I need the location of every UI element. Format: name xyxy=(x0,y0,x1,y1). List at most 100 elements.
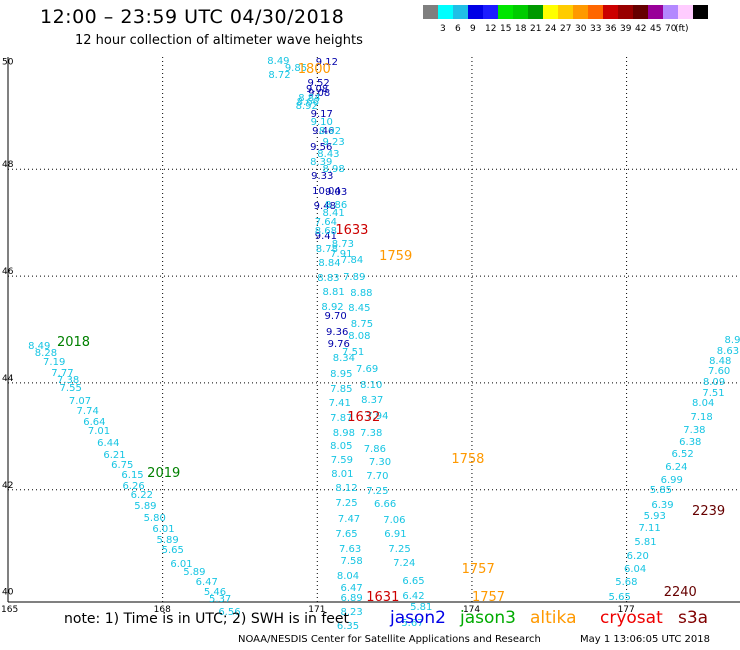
legend-tick-label: 39 xyxy=(620,24,632,34)
wave-height-value: 6.66 xyxy=(374,498,397,510)
wave-height-value: 8.10 xyxy=(360,379,383,391)
wave-height-value: 6.47 xyxy=(195,576,218,588)
legend-swatch xyxy=(633,5,648,19)
pass-time-label: 1757 xyxy=(461,561,495,577)
pass-time-label: 2240 xyxy=(663,584,697,600)
wave-height-value: 6.56 xyxy=(218,606,241,618)
wave-height-value: 6.01 xyxy=(152,523,175,535)
wave-height-value: 7.30 xyxy=(368,456,392,468)
legend-swatch xyxy=(618,5,633,19)
wave-height-value: 7.25 xyxy=(366,486,389,498)
legend-swatch xyxy=(558,5,573,19)
wave-height-value: 7.87 xyxy=(330,412,353,424)
lon-tick-label: 171 xyxy=(308,605,325,615)
wave-height-value: 9.08 xyxy=(308,87,331,99)
wave-height-value: 8.23 xyxy=(340,606,363,618)
wave-height-value: 8.98 xyxy=(322,163,345,175)
legend-tick-label: 3 xyxy=(440,24,446,34)
wave-height-value: 7.63 xyxy=(338,543,362,555)
wave-height-value: 6.89 xyxy=(340,593,363,605)
legend-swatch xyxy=(573,5,588,19)
wave-height-value: 5.80 xyxy=(143,513,166,525)
wave-height-value: 8.98 xyxy=(332,427,356,439)
wave-height-value: 6.22 xyxy=(130,490,153,502)
wave-height-value: 8.92 xyxy=(321,302,344,314)
wave-height-value: 7.86 xyxy=(363,443,386,455)
wave-height-value: 7.01 xyxy=(87,426,111,438)
wave-height-value: 9.23 xyxy=(322,137,345,149)
legend-tick-label: 24 xyxy=(545,24,557,34)
wave-height-value: 9.70 xyxy=(324,311,347,323)
pass-time-label: 1633 xyxy=(335,222,369,238)
wave-height-value: 8.09 xyxy=(702,376,726,388)
lon-tick-label: 174 xyxy=(463,605,480,615)
lon-tick-label: 168 xyxy=(154,605,171,615)
wave-height-value: 8.41 xyxy=(322,208,345,220)
wave-height-value: 8.04 xyxy=(692,398,715,410)
wave-height-value: 9.12 xyxy=(315,56,338,68)
legend-swatch xyxy=(603,5,618,19)
wave-height-value: 5.85 xyxy=(649,485,673,497)
wave-height-value: 9.08 xyxy=(305,83,329,95)
wave-height-value: 5.81 xyxy=(634,537,657,549)
pass-time-label: 1632 xyxy=(347,409,381,425)
wave-height-value: 5.93 xyxy=(643,510,666,522)
wave-height-value: 8.92 xyxy=(295,101,318,113)
wave-height-value: 6.01 xyxy=(170,558,193,570)
wave-height-value: 7.55 xyxy=(59,383,82,395)
wave-height-value: 8.95 xyxy=(330,369,353,381)
wave-height-value: 7.19 xyxy=(43,356,66,368)
wave-height-value: 6.52 xyxy=(671,448,694,460)
legend-tick-label: 42 xyxy=(635,24,647,34)
wave-height-value: 7.11 xyxy=(638,522,661,534)
wave-height-value: 10.04 xyxy=(312,186,341,198)
legend-swatch xyxy=(513,5,528,19)
pass-time-label: 2019 xyxy=(147,465,181,481)
wave-height-value: 7.84 xyxy=(341,255,364,267)
wave-height-value: 7.18 xyxy=(690,411,713,423)
pass-time-label: 2239 xyxy=(692,504,726,520)
legend-tick-label: 12 xyxy=(485,24,497,34)
legend-tick-label: (ft) xyxy=(675,24,689,34)
wave-height-value: 8.63 xyxy=(716,345,740,357)
legend-swatch xyxy=(438,5,453,19)
wave-height-value: 6.75 xyxy=(111,460,134,472)
wave-height-value: 5.81 xyxy=(410,601,433,613)
wave-height-value: 7.41 xyxy=(328,398,351,410)
satellite-label-altika: altika xyxy=(530,608,577,628)
lat-tick-label: 48 xyxy=(2,160,14,170)
wave-height-value: 8.08 xyxy=(348,330,371,342)
pass-time-label: 2018 xyxy=(56,334,91,350)
wave-height-value: 7.77 xyxy=(51,368,74,380)
wave-height-value: 7.51 xyxy=(342,347,365,358)
legend-swatch xyxy=(453,5,468,19)
wave-height-value: 8.81 xyxy=(322,287,345,299)
lat-tick-label: 50 xyxy=(2,57,14,67)
wave-height-value: 8.66 xyxy=(296,96,319,108)
wave-height-value: 5.67 xyxy=(401,618,424,630)
wave-height-value: 7.64 xyxy=(314,216,337,228)
pass-time-label: 1800 xyxy=(297,61,331,77)
lon-tick-label: 177 xyxy=(618,605,635,615)
wave-height-value: 6.64 xyxy=(83,417,106,428)
lon-tick-label: 165 xyxy=(1,605,18,615)
wave-height-value: 7.74 xyxy=(76,406,99,418)
page-title: 12:00 – 23:59 UTC 04/30/2018 xyxy=(40,6,345,28)
wave-height-value: 7.69 xyxy=(355,363,379,375)
wave-height-value: 6.04 xyxy=(624,563,647,575)
legend-swatch xyxy=(423,5,438,19)
legend-swatch xyxy=(648,5,663,19)
wave-height-value: 7.51 xyxy=(702,387,725,399)
wave-height-value: 6.38 xyxy=(679,436,702,448)
legend-tick-label: 45 xyxy=(650,24,662,34)
wave-height-value: 8.83 xyxy=(317,273,340,285)
legend-swatch xyxy=(483,5,498,19)
wave-height-value: 7.38 xyxy=(360,427,383,439)
wave-height-value: 7.24 xyxy=(393,558,416,570)
wave-height-value: 8.48 xyxy=(709,355,732,367)
satellite-label-jason3: jason3 xyxy=(460,608,516,628)
generated-timestamp: May 1 13:06:05 UTC 2018 xyxy=(580,634,710,645)
legend-tick-label: 33 xyxy=(590,24,602,34)
wave-height-value: 9.76 xyxy=(327,338,350,350)
